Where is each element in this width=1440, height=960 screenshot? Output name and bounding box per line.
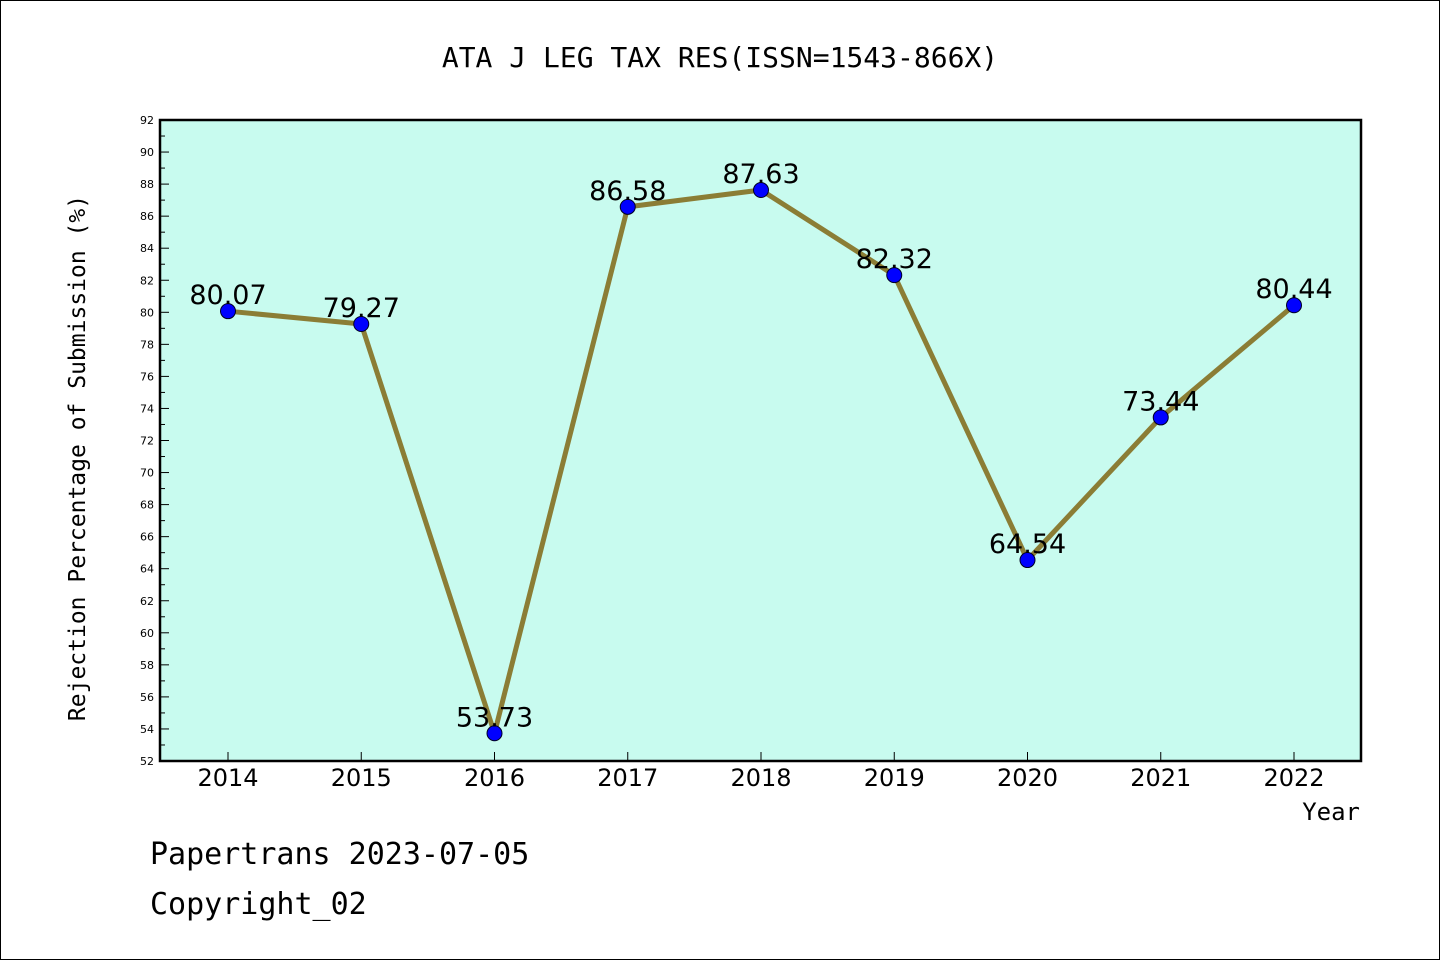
y-tick-label: 84 xyxy=(140,242,154,255)
data-point xyxy=(1286,297,1302,314)
y-tick-label: 60 xyxy=(140,627,154,640)
data-label: 73.44 xyxy=(1122,386,1199,417)
y-tick-label: 64 xyxy=(140,563,154,576)
plot-area xyxy=(158,118,1363,763)
y-tick-label: 70 xyxy=(140,467,154,480)
x-tick-label: 2019 xyxy=(864,764,925,792)
x-tick-label: 2016 xyxy=(464,764,525,792)
y-tick-label: 86 xyxy=(140,210,154,223)
y-tick-label: 82 xyxy=(140,274,154,287)
y-tick-label: 52 xyxy=(140,755,154,768)
x-tick-label: 2015 xyxy=(331,764,392,792)
y-tick-label: 66 xyxy=(140,531,154,544)
x-axis-label: Year xyxy=(1302,798,1360,826)
x-tick-label: 2014 xyxy=(197,764,258,792)
data-label: 53.73 xyxy=(456,702,533,733)
data-point xyxy=(353,315,370,332)
data-point xyxy=(220,303,236,320)
data-label: 80.44 xyxy=(1255,274,1332,305)
data-point xyxy=(753,182,769,199)
series-layer: 80.07 79.27 53.73 86.58 87.63 82.32 64.54 73.44… xyxy=(189,159,1333,742)
data-point xyxy=(486,725,503,742)
x-tick-label: 2018 xyxy=(730,764,791,792)
y-tick-label: 90 xyxy=(140,146,154,159)
data-point xyxy=(1019,552,1036,569)
y-tick-label: 54 xyxy=(140,723,154,736)
y-tick-label: 76 xyxy=(140,370,154,383)
y-tick-label: 56 xyxy=(140,691,154,704)
chart-title: ATA J LEG TAX RES(ISSN=1543-866X) xyxy=(442,41,998,74)
data-label: 80.07 xyxy=(189,280,266,311)
data-point xyxy=(1152,409,1169,426)
x-axis: 2014 2015 2016 2017 2018 2019 2020 2021 2022 xyxy=(197,752,1325,792)
y-axis-label: Rejection Percentage of Submission (%) xyxy=(65,195,91,721)
y-tick-label: 58 xyxy=(140,659,154,672)
data-label: 87.63 xyxy=(722,159,799,190)
footer-copyright: Copyright_02 xyxy=(150,887,367,922)
data-label: 86.58 xyxy=(589,176,666,207)
data-label: 64.54 xyxy=(989,529,1066,560)
y-tick-label: 92 xyxy=(140,114,154,127)
data-point xyxy=(886,267,903,284)
y-tick-label: 68 xyxy=(140,499,154,512)
y-tick-label: 72 xyxy=(140,435,154,448)
x-tick-label: 2017 xyxy=(597,764,658,792)
data-label: 79.27 xyxy=(323,293,400,324)
y-tick-label: 74 xyxy=(140,402,154,415)
y-tick-label: 62 xyxy=(140,595,154,608)
data-point xyxy=(619,198,636,215)
footer-date: Papertrans 2023-07-05 xyxy=(150,837,529,872)
x-tick-label: 2020 xyxy=(997,764,1058,792)
data-label: 82.32 xyxy=(856,244,933,275)
y-tick-label: 88 xyxy=(140,178,154,191)
x-tick-label: 2021 xyxy=(1130,764,1191,792)
y-tick-label: 78 xyxy=(140,338,154,351)
y-tick-label: 80 xyxy=(140,306,154,319)
x-tick-label: 2022 xyxy=(1263,764,1324,792)
y-axis: 52 54 56 58 60 62 64 66 68 70 72 74 76 78 80 82 84 86 88 90… xyxy=(140,114,169,768)
